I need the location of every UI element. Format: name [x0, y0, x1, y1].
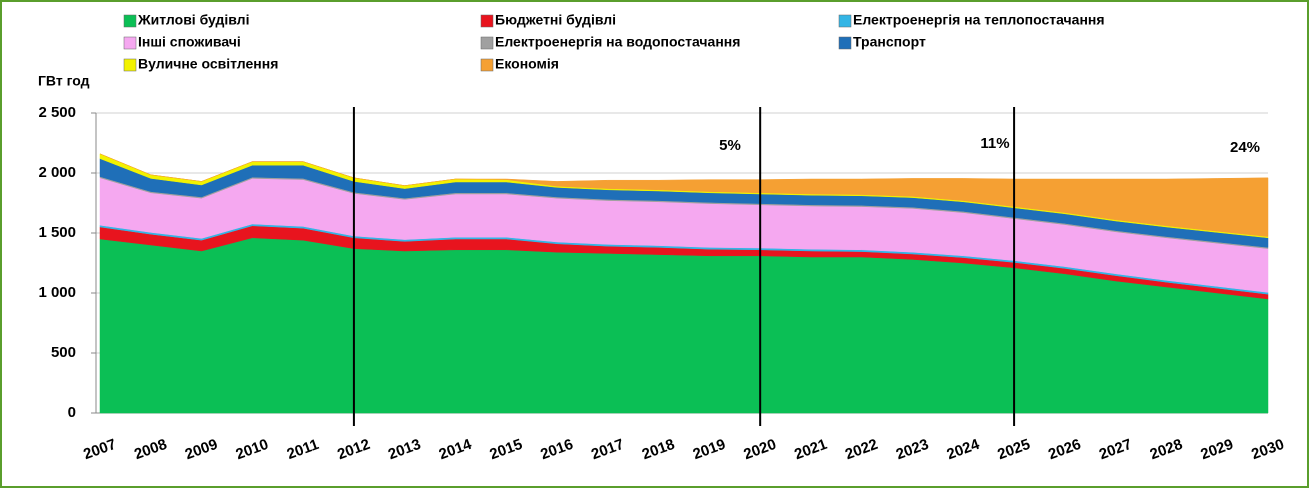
annotation: 5%: [719, 137, 741, 154]
y-tick-label: 1 000: [38, 284, 76, 301]
y-tick-label: 2 000: [38, 164, 76, 181]
legend-swatch: [480, 36, 494, 50]
annotation: 24%: [1230, 139, 1260, 156]
legend-label: Житлові будівлі: [137, 12, 249, 28]
legend-swatch: [123, 14, 137, 28]
y-tick-label: 1 500: [38, 224, 76, 241]
legend-swatch: [480, 14, 494, 28]
legend-label: Транспорт: [853, 34, 926, 50]
legend-swatch: [123, 58, 137, 72]
area: [99, 153, 1269, 237]
y-axis-label: ГВт год: [38, 73, 90, 89]
annotation: 11%: [980, 135, 1009, 152]
legend-swatch: [838, 14, 852, 28]
legend-label: Електроенергія на водопостачання: [495, 34, 740, 50]
legend-swatch: [480, 58, 494, 72]
legend-label: Електроенергія на теплопостачання: [853, 12, 1105, 28]
y-tick-label: 2 500: [38, 104, 76, 121]
y-tick-label: 0: [68, 404, 76, 421]
legend-label: Інші споживачі: [138, 34, 241, 50]
legend-swatch: [838, 36, 852, 50]
legend-label: Економія: [495, 56, 559, 72]
y-tick-label: 500: [51, 344, 76, 361]
legend-swatch: [123, 36, 137, 50]
legend-label: Бюджетні будівлі: [495, 12, 616, 28]
legend-label: Вуличне освітлення: [138, 56, 278, 72]
